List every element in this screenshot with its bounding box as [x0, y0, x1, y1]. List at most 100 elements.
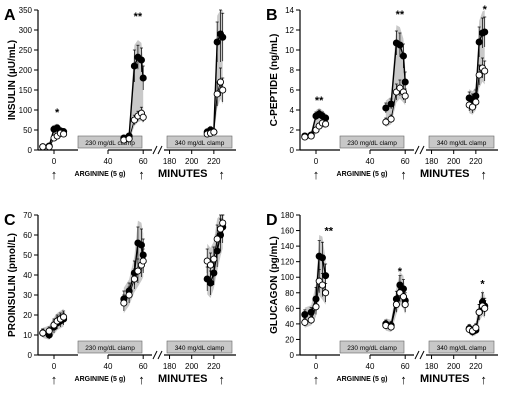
panel-letter: D	[266, 212, 278, 229]
data-point-open	[130, 275, 138, 283]
data-point-filled	[137, 56, 145, 64]
significance-marker: *	[55, 107, 60, 119]
data-point-open	[60, 313, 68, 321]
y-tick-label: 250	[19, 46, 33, 55]
x-tick-label: 40	[104, 157, 113, 166]
x-axis-label-arginine: ARGININE (5 g)	[337, 376, 388, 383]
panel-letter: C	[4, 212, 16, 229]
clamp-label: 340 mg/dL clamp	[437, 345, 487, 352]
clamp-bar	[339, 135, 405, 149]
panel-c: C 0 10 20 30 40 50 60 70 PROINSULIN (pmol/L) 0 40 60…	[4, 211, 236, 387]
data-point-open	[307, 316, 315, 324]
y-tick-label: 2	[290, 126, 295, 135]
y-tick-label: 80	[285, 289, 294, 298]
data-point-open	[210, 128, 218, 136]
data-point-open	[301, 318, 309, 326]
y-tick-label: 40	[23, 271, 32, 280]
arginine-arrow-icon: ↑	[400, 167, 407, 182]
x-tick-label: 0	[314, 362, 319, 371]
panel-a: A 0 50 100 150 200 250 300 350 INSULIN (µU/mL) 0 40…	[4, 6, 236, 182]
data-point-open	[399, 293, 407, 301]
data-point-filled	[213, 38, 221, 46]
x-tick-label: 200	[185, 362, 199, 371]
data-point-open	[392, 300, 400, 308]
x-tick-label: 60	[139, 157, 148, 166]
data-point-open	[475, 71, 483, 79]
y-tick-label: 20	[23, 311, 32, 320]
clamp-bar	[166, 135, 233, 149]
x-tick-label: 40	[366, 157, 375, 166]
y-tick-label: 14	[285, 6, 294, 15]
arginine-arrow-icon: ↑	[51, 167, 58, 182]
clamp-bar	[77, 340, 143, 354]
data-point-open	[213, 235, 221, 243]
data-point-open	[216, 225, 225, 233]
clamp-bar	[428, 340, 495, 354]
data-point-open	[387, 115, 395, 123]
x-tick-label: 180	[425, 157, 439, 166]
data-point-open	[139, 113, 147, 121]
y-tick-label: 6	[290, 86, 295, 95]
arginine-arrow-icon: ↑	[218, 372, 225, 387]
x-axis-label-minutes: MINUTES	[158, 373, 208, 385]
data-point-open	[39, 329, 47, 337]
y-tick-label: 60	[23, 231, 32, 240]
data-point-open	[468, 103, 477, 111]
y-tick-label: 140	[281, 242, 295, 251]
y-tick-label: 10	[285, 46, 294, 55]
x-tick-label: 40	[104, 362, 113, 371]
y-axis-label: INSULIN (µU/mL)	[7, 40, 18, 120]
data-point-open	[318, 281, 326, 289]
arginine-arrow-icon: ↑	[51, 372, 58, 387]
x-tick-label: 200	[447, 157, 461, 166]
x-tick-label: 60	[139, 362, 148, 371]
data-point-open	[475, 308, 483, 316]
data-point-filled	[137, 241, 145, 249]
y-tick-label: 50	[23, 126, 32, 135]
data-point-filled	[401, 78, 409, 86]
data-point-open	[39, 143, 47, 151]
significance-marker: *	[480, 278, 485, 290]
y-tick-label: 0	[290, 351, 295, 360]
data-point-open	[387, 323, 395, 331]
data-point-filled	[399, 52, 407, 60]
x-axis-break	[152, 350, 158, 360]
y-tick-label: 12	[285, 26, 294, 35]
significance-marker: *	[483, 4, 488, 16]
y-tick-label: 40	[285, 320, 294, 329]
data-point-open	[125, 135, 133, 143]
data-point-open	[60, 130, 68, 138]
x-tick-label: 40	[366, 362, 375, 371]
y-tick-label: 0	[28, 146, 33, 155]
x-axis-label-arginine: ARGININE (5 g)	[75, 171, 126, 178]
data-point-open	[125, 291, 133, 299]
y-tick-label: 0	[28, 351, 33, 360]
y-tick-label: 160	[281, 227, 295, 236]
x-tick-label: 200	[447, 362, 461, 371]
y-tick-label: 60	[285, 304, 294, 313]
x-tick-label: 180	[163, 157, 177, 166]
clamp-label: 230 mg/dL clamp	[85, 140, 135, 147]
data-point-open	[481, 304, 489, 312]
significance-marker: **	[134, 11, 143, 23]
x-tick-label: 0	[314, 157, 319, 166]
data-point-open	[382, 118, 390, 126]
data-point-open	[401, 300, 409, 308]
data-point-open	[210, 255, 218, 263]
x-axis-break	[157, 145, 163, 155]
data-point-open	[472, 324, 480, 332]
y-tick-label: 150	[19, 86, 33, 95]
data-point-open	[216, 78, 225, 86]
arginine-arrow-icon: ↑	[313, 167, 320, 182]
arginine-arrow-icon: ↑	[480, 167, 487, 182]
data-point-open	[322, 289, 330, 297]
significance-marker: **	[315, 95, 324, 107]
data-point-open	[301, 133, 309, 141]
panel-letter: A	[4, 7, 16, 24]
data-point-open	[45, 143, 53, 151]
x-axis-label-minutes: MINUTES	[420, 373, 470, 385]
data-point-filled	[481, 28, 489, 36]
y-tick-label: 0	[290, 146, 295, 155]
y-tick-label: 20	[285, 335, 294, 344]
y-tick-label: 50	[23, 251, 32, 260]
